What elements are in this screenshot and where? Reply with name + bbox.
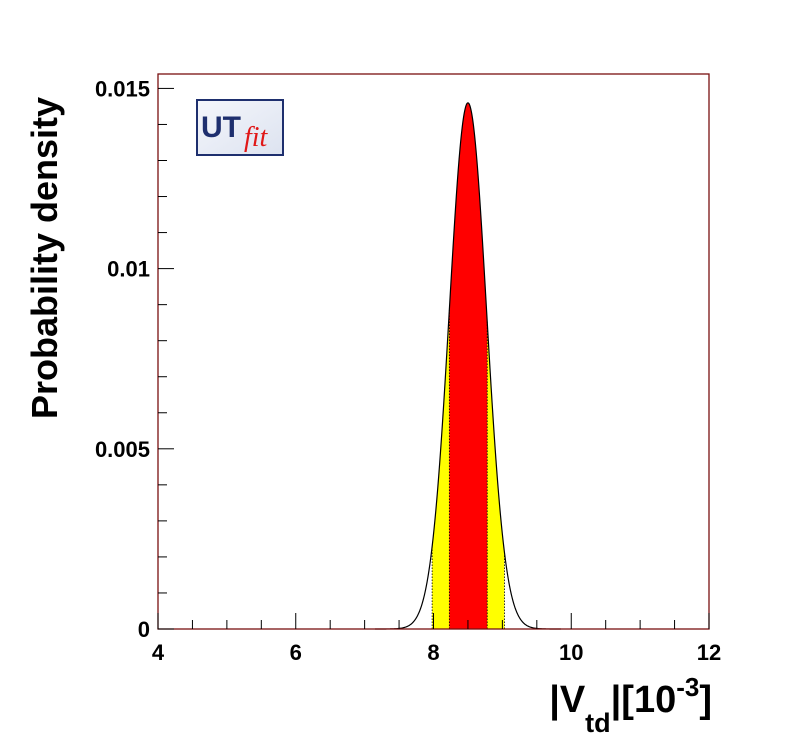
x-axis-label-sup: -3 — [676, 672, 699, 702]
x-tick-label: 6 — [290, 640, 302, 665]
x-axis-label-close: ] — [699, 679, 712, 721]
x-tick-label: 12 — [697, 640, 721, 665]
x-tick-label: 8 — [427, 640, 439, 665]
pdf-curve — [374, 102, 561, 630]
y-axis-label: Probability density — [24, 97, 65, 419]
x-axis-label: |Vtd|[10-3] — [549, 672, 712, 738]
y-tick-label: 0.015 — [95, 76, 150, 101]
y-tick-label: 0.01 — [107, 257, 150, 282]
logo-text-fit: fit — [244, 122, 269, 153]
logo-inner — [198, 101, 282, 154]
credible-band-68pct — [449, 102, 488, 629]
plot-layer: 4 6 8 10 12 0 0.005 0.01 0.015 — [95, 73, 721, 665]
x-tick-label: 10 — [559, 640, 583, 665]
utfit-logo: UT fit — [196, 99, 284, 156]
logo-text-ut: UT — [201, 111, 241, 144]
x-axis-label-unit: |[10 — [611, 679, 677, 721]
x-tick-label: 4 — [152, 640, 165, 665]
x-axis-label-sub: td — [585, 708, 610, 738]
x-axis-label-main: |V — [549, 679, 586, 721]
y-tick-label: 0 — [138, 617, 150, 642]
y-tick-label: 0.005 — [95, 437, 150, 462]
